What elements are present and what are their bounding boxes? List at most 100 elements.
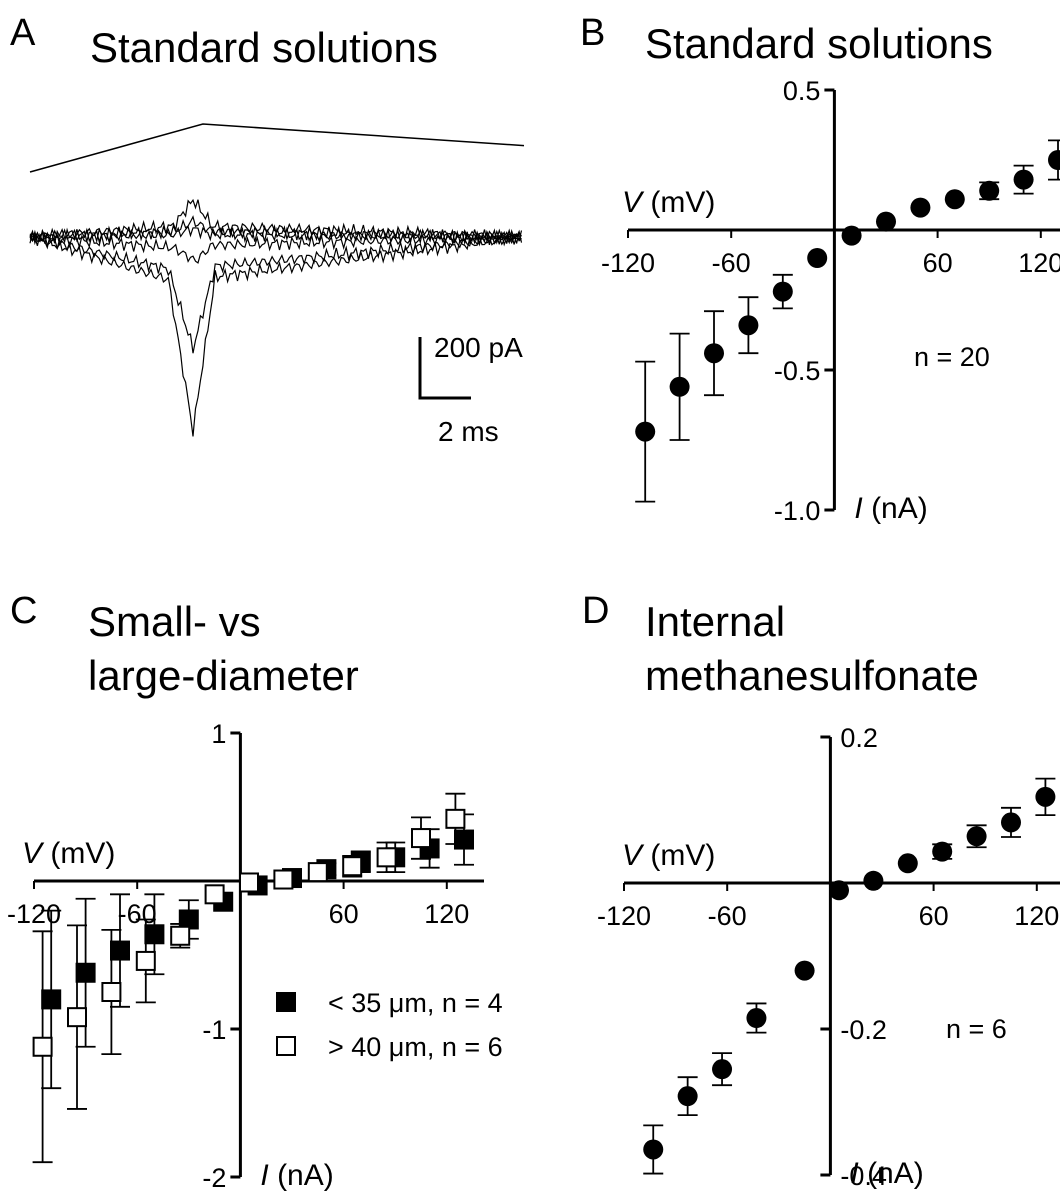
data-point <box>1048 150 1060 170</box>
x-tick-label: -60 <box>708 901 747 931</box>
trace-plot <box>29 123 525 437</box>
data-point <box>110 940 130 961</box>
data-point <box>170 925 191 946</box>
x-tick-label: -60 <box>118 899 157 929</box>
iv-plot-b: -120 -60 60 120 0.5 -0.5 -1.0 V (mV) I (nA) n = 2… <box>601 76 1060 526</box>
y-axis-label-var: I <box>854 492 862 525</box>
data-point <box>239 872 259 893</box>
panel-title-line2: methanesulfonate <box>645 652 979 699</box>
n-annotation: n = 6 <box>946 1014 1007 1044</box>
panel-letter: B <box>580 12 606 54</box>
panel-c: C Small- vs large-diameter <box>0 590 560 1190</box>
legend-marker <box>276 1036 296 1056</box>
y-tick-label: 0.2 <box>840 723 878 753</box>
data-point <box>897 853 918 874</box>
iv-plot-c: -120 -60 60 120 1 -1 -2 V (mV) I (nA) < 35 μm, n … <box>7 719 503 1193</box>
y-tick-label: -0.4 <box>840 1161 887 1191</box>
y-tick-label: -0.2 <box>840 1015 887 1045</box>
data-point <box>32 1036 53 1057</box>
data-point <box>738 315 759 336</box>
x-tick-label: 120 <box>1014 901 1059 931</box>
data-point <box>342 856 363 877</box>
scale-bar-y-label: 200 pA <box>434 332 523 363</box>
panel-title-line1: Internal <box>645 598 786 645</box>
panel-letter: A <box>10 12 36 54</box>
data-point <box>635 421 656 442</box>
scale-bar <box>418 337 471 400</box>
data-point <box>41 989 62 1010</box>
y-tick-label: -1 <box>202 1015 226 1045</box>
current-sweep-trace <box>29 232 522 437</box>
y-axis-label-unit: (nA) <box>859 1157 924 1190</box>
x-axis-label: V (mV) <box>22 837 115 870</box>
legend-label: < 35 μm, n = 4 <box>328 988 503 1018</box>
data-point <box>135 950 156 971</box>
data-point <box>932 841 953 862</box>
y-axis-label: I (nA) <box>260 1159 333 1192</box>
panel-b: B Standard solutions <box>0 0 1060 560</box>
scale-bar-x-label: 2 ms <box>438 416 499 447</box>
data-point <box>454 829 474 850</box>
data-point <box>273 869 294 890</box>
panel-title-line1: Small- vs <box>88 598 261 645</box>
data-point <box>307 862 328 883</box>
y-axis-label-var: I <box>260 1159 268 1192</box>
y-tick-label: -1.0 <box>774 496 821 526</box>
data-point <box>643 1139 664 1160</box>
panel-letter: D <box>582 590 610 632</box>
x-tick-label: 60 <box>923 248 953 278</box>
data-point <box>144 924 165 945</box>
panel-letter: C <box>10 590 38 632</box>
x-axis-label-unit: (mV) <box>42 837 115 870</box>
panel-a: A Standard solutions 200 pA 2 ms <box>0 0 560 560</box>
data-point <box>841 225 862 246</box>
current-sweep-trace <box>29 228 523 264</box>
y-tick-label: -0.5 <box>774 356 821 386</box>
data-point <box>863 870 884 891</box>
data-point <box>794 960 815 981</box>
data-point <box>101 982 122 1002</box>
panel-title-line2: large-diameter <box>88 652 359 699</box>
x-axis-label-var: V <box>22 837 45 870</box>
data-point <box>1013 169 1034 190</box>
legend-marker <box>276 992 296 1012</box>
y-axis-label: I (nA) <box>854 492 927 525</box>
iv-plot-d: -120 -60 60 120 0.2 -0.2 -0.4 V (mV) I (nA) n = 6 <box>597 723 1060 1191</box>
current-sweep-trace <box>29 225 522 246</box>
x-tick-label: -120 <box>597 901 651 931</box>
x-tick-label: 120 <box>424 899 469 929</box>
data-point <box>1001 812 1021 833</box>
data-point <box>677 1086 698 1107</box>
x-axis-label-var: V <box>622 839 645 872</box>
data-point <box>204 884 225 905</box>
x-tick-label: 60 <box>329 899 359 929</box>
data-point <box>75 962 96 983</box>
x-axis-label-unit: (mV) <box>642 839 715 872</box>
panel-d: D Internal methanesulfonate <box>0 590 1060 1190</box>
panel-title: Standard solutions <box>90 24 438 71</box>
y-tick-label: 1 <box>211 719 226 749</box>
y-axis-label-var: I <box>850 1157 858 1190</box>
data-point <box>445 808 466 829</box>
data-point <box>411 828 431 849</box>
data-point <box>669 376 690 397</box>
x-tick-label: -120 <box>601 248 655 278</box>
data-point <box>1035 786 1056 807</box>
data-point <box>67 1007 87 1028</box>
data-point <box>910 197 931 218</box>
data-point <box>712 1059 733 1080</box>
data-point <box>944 189 965 210</box>
data-point <box>966 826 987 847</box>
y-axis-label-unit: (nA) <box>269 1159 334 1192</box>
y-tick-label: 0.5 <box>783 76 821 106</box>
y-tick-label: -2 <box>202 1163 226 1193</box>
data-point <box>746 1008 767 1029</box>
data-point <box>807 248 828 268</box>
n-annotation: n = 20 <box>914 342 990 372</box>
x-axis-label: V (mV) <box>622 839 715 872</box>
x-tick-label: -120 <box>7 899 61 929</box>
x-tick-label: -60 <box>712 248 751 278</box>
x-axis-label-unit: (mV) <box>642 186 715 219</box>
x-axis-label-var: V <box>622 186 645 219</box>
